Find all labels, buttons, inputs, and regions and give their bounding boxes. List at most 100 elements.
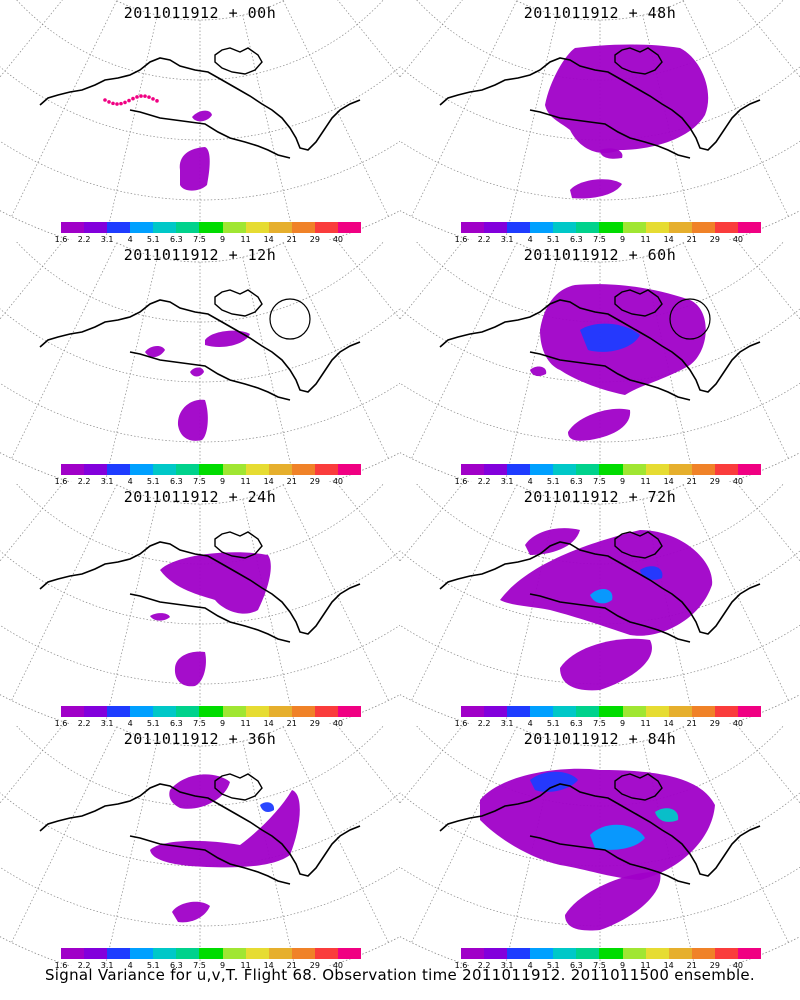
colorbar-swatch	[314, 706, 338, 717]
meridian-line	[11, 0, 118, 217]
meridian-line	[737, 484, 800, 562]
coastline	[439, 299, 761, 393]
colorbar-swatch	[337, 222, 362, 233]
observation-point	[143, 94, 147, 98]
arctic-islands	[614, 289, 663, 317]
colorbar-swatch	[576, 706, 600, 717]
colorbar-swatch	[714, 948, 738, 959]
colorbar-tick-label: 5.1	[146, 477, 160, 486]
colorbar-tick-label: 14	[663, 719, 674, 728]
colorbar-swatch	[576, 948, 600, 959]
meridian-line	[400, 484, 463, 562]
meridian-line	[737, 726, 800, 804]
coastline	[129, 351, 291, 401]
highlight-circle	[669, 298, 711, 340]
colorbar-tick-label: 5.1	[146, 719, 160, 728]
signal-region	[500, 530, 713, 636]
map-panel: 2011011912 + 12h 1.6 2.2 3.1 4 5.1 6.3 7.5 9 11 14…	[0, 242, 400, 486]
map-panel: 2011011912 + 48h 1.6 2.2 3.1 4 5.1 6.3 7.5 9 11 14…	[400, 0, 800, 244]
colorbar-swatch	[107, 464, 131, 475]
panel-title: 2011011912 + 84h	[523, 730, 677, 748]
colorbar-swatch	[461, 464, 485, 475]
colorbar-tick-label: 9	[219, 961, 226, 970]
colorbar-tick-label: 4	[127, 477, 133, 486]
colorbar-swatch	[337, 706, 362, 717]
colorbar-swatch	[484, 222, 508, 233]
signal-region	[570, 179, 622, 199]
signal-region	[640, 566, 663, 580]
colorbar-tick-label: 14	[263, 235, 274, 244]
colorbar-swatch	[668, 706, 692, 717]
panel-title: 2011011912 + 48h	[523, 4, 677, 22]
meridian-line	[0, 0, 63, 78]
meridian-line	[337, 484, 400, 562]
colorbar-swatch	[530, 706, 554, 717]
colorbar-tick-label: 40	[732, 477, 744, 486]
colorbar-tick-label: 6.3	[170, 961, 183, 970]
observation-point	[107, 100, 111, 104]
colorbar-swatch	[484, 464, 508, 475]
colorbar-swatch	[507, 706, 531, 717]
coastline	[39, 57, 361, 151]
colorbar-swatch	[107, 706, 131, 717]
polar-map	[0, 726, 400, 966]
colorbar-swatch	[291, 948, 315, 959]
colorbar-tick-label: 40	[332, 719, 344, 728]
colorbar-swatch	[691, 222, 715, 233]
meridian-line	[11, 242, 118, 459]
colorbar-swatch	[245, 706, 269, 717]
colorbar-tick-label: 40	[732, 719, 744, 728]
colorbar-tick-label: 7.5	[193, 719, 206, 728]
colorbar-tick-label: 1.6	[54, 477, 68, 486]
signal-region	[565, 871, 661, 931]
colorbar-tick-label: 4	[127, 719, 133, 728]
meridian-line	[0, 726, 63, 804]
signal-region	[580, 323, 640, 352]
colorbar-tick-label: 7.5	[593, 235, 606, 244]
colorbar-swatch	[291, 706, 315, 717]
colorbar-ticks: 1.6 2.2 3.1 4 5.1 6.3 7.5 9 11 14 21 29 40	[455, 235, 761, 245]
colorbar-swatch	[153, 222, 177, 233]
meridian-line	[682, 0, 789, 217]
map-panel: 2011011912 + 36h 1.6 2.2 3.1 4 5.1 6.3 7.5 9 11 14…	[0, 726, 400, 970]
signal-region	[150, 613, 170, 621]
signal-region	[174, 651, 206, 687]
panel-title: 2011011912 + 60h	[523, 246, 677, 264]
colorbar-swatch	[622, 464, 646, 475]
colorbar-swatch	[530, 464, 554, 475]
colorbar-tick-label: 5.1	[146, 235, 160, 244]
colorbar-swatch	[84, 706, 108, 717]
colorbar-tick-label: 11	[640, 477, 651, 486]
meridian-line	[104, 741, 158, 966]
colorbar-tick-label: 14	[263, 477, 274, 486]
colorbar-tick-label: 29	[309, 235, 320, 244]
colorbar	[61, 706, 362, 717]
colorbar-tick-label: 9	[619, 235, 626, 244]
colorbar-tick-label: 40	[332, 477, 344, 486]
observation-point	[111, 101, 115, 106]
meridian-line	[242, 257, 296, 482]
map-panel: 2011011912 + 84h 1.6 2.2 3.1 4 5.1 6.3 7.5 9 11 14…	[400, 726, 800, 970]
colorbar-ticks: 1.6 2.2 3.1 4 5.1 6.3 7.5 9 11 14 21 29 40	[55, 235, 361, 245]
polar-map	[400, 242, 800, 482]
colorbar-tick-label: 21	[686, 719, 697, 728]
colorbar-swatch	[153, 706, 177, 717]
arctic-islands	[614, 47, 663, 75]
colorbar-swatch	[622, 706, 646, 717]
colorbar-tick-label: 5.1	[546, 235, 560, 244]
colorbar-swatch	[245, 948, 269, 959]
colorbar-tick-label: 14	[663, 235, 674, 244]
colorbar-swatch	[245, 464, 269, 475]
signal-region	[568, 408, 631, 441]
meridian-line	[242, 15, 296, 240]
map-boundary	[400, 726, 800, 966]
coastline	[39, 541, 361, 635]
latitude-line	[16, 0, 384, 81]
colorbar-swatch	[599, 948, 623, 959]
colorbar-swatch	[714, 464, 738, 475]
map-boundary	[0, 242, 400, 482]
meridian-line	[104, 499, 158, 724]
colorbar-swatch	[645, 706, 669, 717]
colorbar-swatch	[737, 464, 762, 475]
meridian-line	[411, 0, 518, 217]
